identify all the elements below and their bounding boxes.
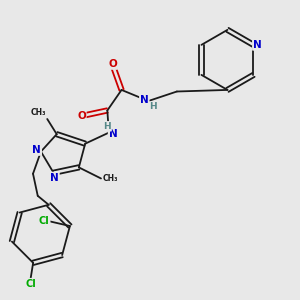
Text: Cl: Cl [25,279,36,289]
Text: H: H [103,122,111,131]
Text: H: H [149,102,156,111]
Text: N: N [32,145,41,155]
Text: N: N [140,95,149,105]
Text: N: N [50,172,59,182]
Text: Cl: Cl [39,216,50,226]
Text: CH₃: CH₃ [103,174,118,183]
Text: O: O [77,111,86,121]
Text: N: N [253,40,262,50]
Text: CH₃: CH₃ [30,108,46,117]
Text: O: O [108,59,117,69]
Text: N: N [109,129,117,139]
